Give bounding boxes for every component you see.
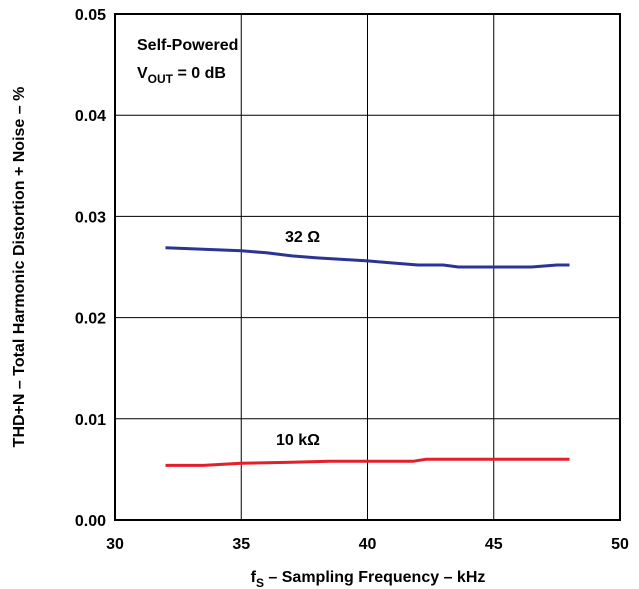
- x-axis-title: fS – Sampling Frequency – kHz: [251, 569, 486, 589]
- y-tick-label: 0.05: [75, 7, 106, 24]
- x-tick-label: 30: [106, 536, 124, 553]
- y-tick-label: 0.02: [75, 311, 106, 328]
- series-group: [165, 246, 570, 467]
- y-tick-label: 0.01: [75, 412, 106, 429]
- y-tick-labels: 0.00 0.01 0.02 0.03 0.04 0.05: [75, 7, 106, 530]
- x-tick-label: 45: [485, 536, 503, 553]
- x-tick-labels: 30 35 40 45 50: [106, 536, 629, 553]
- series-label-32-ohm: 32 Ω: [285, 229, 320, 246]
- condition-vout: VOUT = 0 dB: [137, 65, 226, 86]
- plot-frame: [114, 13, 621, 521]
- series-line-10k-ohm: [165, 457, 570, 467]
- series-label-10k-ohm: 10 kΩ: [276, 432, 320, 449]
- y-axis-title: THD+N – Total Harmonic Distortion + Nois…: [11, 87, 28, 448]
- y-tick-label: 0.04: [75, 108, 106, 125]
- condition-self-powered: Self-Powered: [137, 37, 238, 54]
- x-tick-label: 40: [359, 536, 377, 553]
- x-tick-label: 35: [232, 536, 250, 553]
- y-tick-label: 0.03: [75, 209, 106, 226]
- series-line-32-ohm: [165, 246, 570, 269]
- x-tick-label: 50: [611, 536, 629, 553]
- y-tick-label: 0.00: [75, 513, 106, 530]
